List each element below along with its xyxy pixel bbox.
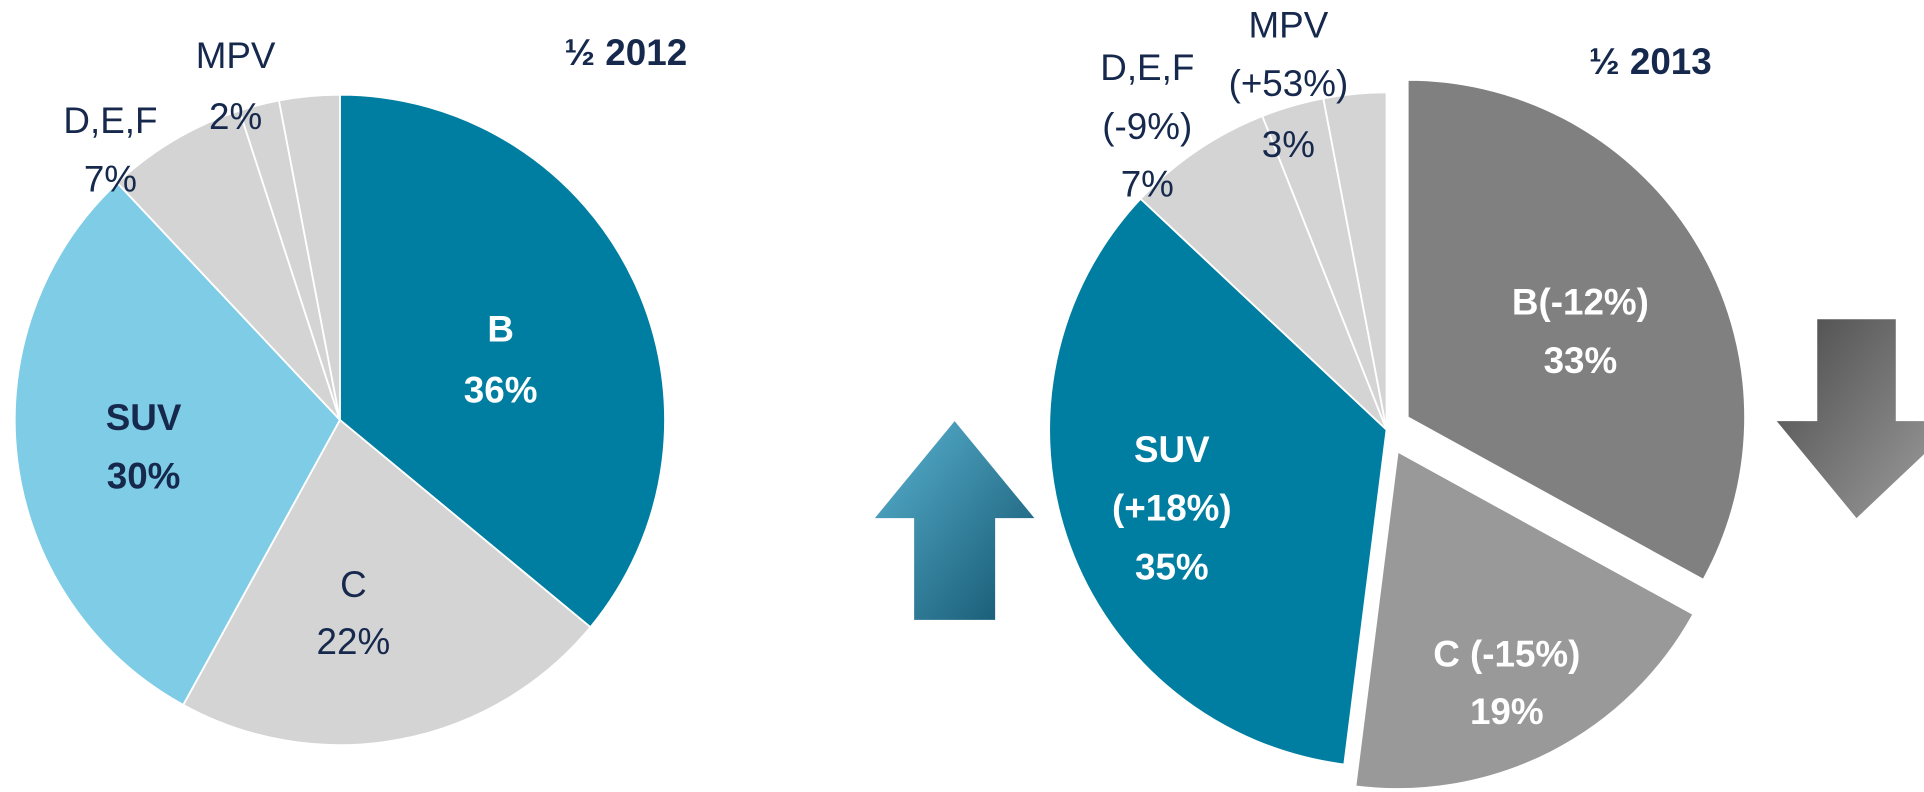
value-label: 36% [464,370,538,411]
pie-slice [338,93,666,629]
pie-slice [181,418,592,747]
slice-label: C (-15%) [1433,633,1580,674]
value-label: 7% [1121,164,1174,205]
pie-slice [1048,197,1388,766]
label-line: C [340,564,367,605]
slice-label: MPV (+53%) [1229,4,1349,104]
value-label: 22% [317,621,391,662]
label-line: (+18%) [1112,487,1232,528]
label-line: SUV [1134,429,1210,470]
pie-slice [1139,114,1388,431]
value-label: 30% [107,456,181,497]
label-line: MPV [1249,4,1329,45]
value-label: 3% [1262,124,1315,165]
slice-label: B(-12%) [1512,281,1649,322]
label-line: B(-12%) [1512,281,1649,322]
label-line: (-9%) [1102,106,1192,147]
label-line: SUV [106,397,182,438]
label-line: D,E,F [63,100,157,141]
slice-label: SUV (+18%) [1112,429,1232,529]
down-arrow [1776,319,1924,519]
pie-slice [277,93,341,421]
label-line: MPV [196,35,276,76]
value-label: 2% [209,96,262,137]
slice-label: SUV [106,397,182,438]
slice-label: C [340,564,367,605]
pie-slice [1354,450,1695,790]
chart-title: ½ 2012 [564,32,687,73]
pie-slice [115,109,341,421]
up-arrow [874,421,1035,620]
label-line: C (-15%) [1433,633,1580,674]
slice-label: D,E,F (-9%) [1100,47,1194,147]
value-label: 19% [1470,691,1544,732]
label-line: B [487,308,514,349]
chart-title: ½ 2013 [1589,41,1712,82]
label-line: D,E,F [1100,47,1194,88]
slice-label: B [487,308,514,349]
value-label: 35% [1135,546,1209,587]
pie-slice [1322,91,1388,430]
value-label: 7% [84,159,137,200]
pie-slice [13,181,342,707]
value-label: 33% [1544,340,1618,381]
pie-slice [1406,78,1747,582]
label-line: (+53%) [1229,63,1349,104]
slice-label: MPV [196,35,276,76]
slice-label: D,E,F [63,100,157,141]
